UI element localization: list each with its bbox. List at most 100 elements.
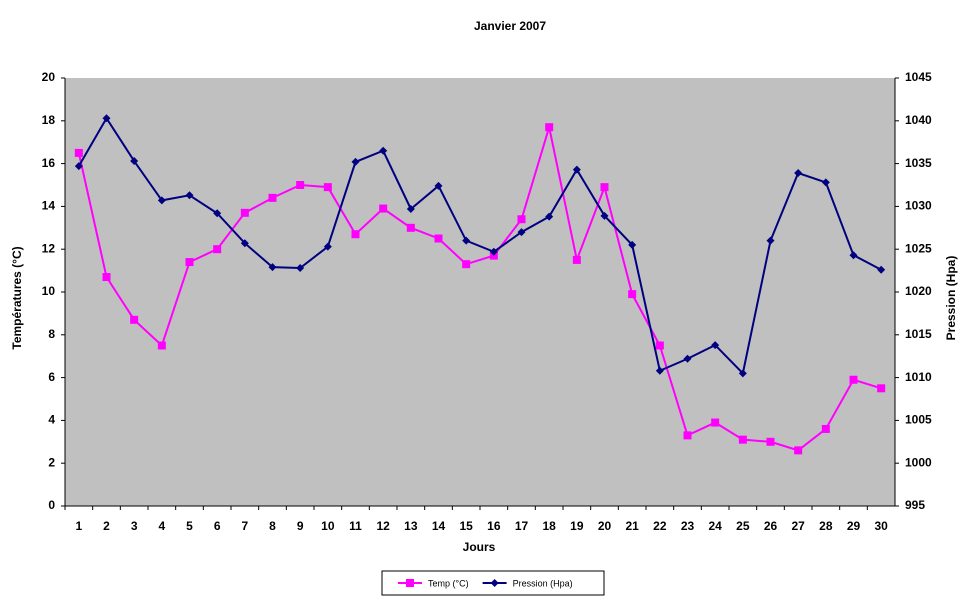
marker — [738, 435, 747, 444]
marker — [379, 146, 388, 155]
x-tick-label: 29 — [847, 519, 861, 533]
x-tick-label: 20 — [598, 519, 612, 533]
series-line — [77, 126, 882, 452]
y-tick-label: 0 — [48, 498, 55, 512]
marker — [157, 196, 166, 205]
marker — [406, 204, 415, 213]
x-tick-label: 19 — [570, 519, 584, 533]
marker — [351, 157, 360, 166]
y2-tick-label: 1030 — [905, 199, 932, 213]
marker — [296, 181, 305, 189]
marker — [628, 290, 637, 299]
x-tick-label: 12 — [376, 519, 390, 533]
y2-tick-label: 1000 — [905, 455, 932, 469]
marker — [600, 183, 609, 192]
marker — [545, 123, 554, 132]
y-tick-label: 14 — [42, 199, 56, 213]
marker — [213, 245, 222, 254]
marker — [545, 212, 554, 221]
marker — [517, 228, 526, 237]
x-tick-label: 5 — [186, 519, 193, 533]
marker — [572, 165, 581, 174]
x-tick-label: 30 — [874, 519, 888, 533]
y2-tick-label: 1040 — [905, 113, 932, 127]
y2-tick-label: 1035 — [905, 156, 932, 170]
marker — [462, 260, 471, 269]
marker — [600, 211, 609, 220]
marker — [766, 236, 775, 245]
marker — [74, 148, 83, 157]
x-tick-label: 17 — [515, 519, 529, 533]
marker — [74, 162, 83, 171]
x-tick-label: 25 — [736, 519, 750, 533]
y2-tick-label: 1005 — [905, 413, 932, 427]
marker — [130, 315, 139, 324]
x-tick-label: 6 — [214, 519, 221, 533]
legend-label: Temp (°C) — [428, 578, 469, 588]
x-tick-label: 23 — [681, 519, 695, 533]
y-tick-label: 20 — [42, 70, 56, 84]
marker — [490, 579, 499, 587]
x-tick-label: 22 — [653, 519, 667, 533]
marker — [794, 446, 803, 455]
plot-area — [65, 78, 895, 506]
x-tick-label: 15 — [459, 519, 473, 533]
marker — [877, 265, 886, 274]
marker — [323, 242, 332, 251]
marker — [821, 178, 830, 187]
marker — [102, 114, 111, 123]
x-tick-label: 14 — [432, 519, 446, 533]
y2-tick-label: 1020 — [905, 284, 932, 298]
marker — [185, 258, 194, 267]
y-tick-label: 12 — [42, 241, 56, 255]
y2-tick-label: 995 — [905, 498, 925, 512]
y-tick-label: 18 — [42, 113, 56, 127]
x-tick-label: 16 — [487, 519, 501, 533]
marker — [821, 424, 830, 433]
x-tick-label: 7 — [241, 519, 248, 533]
x-tick-label: 27 — [791, 519, 805, 533]
y-tick-label: 8 — [48, 327, 55, 341]
y-axis-label: Températures (°C) — [10, 246, 24, 349]
marker — [628, 240, 637, 249]
marker — [323, 183, 332, 192]
x-tick-label: 28 — [819, 519, 833, 533]
x-tick-label: 3 — [131, 519, 138, 533]
marker — [240, 239, 249, 248]
x-tick-label: 26 — [764, 519, 778, 533]
x-tick-label: 10 — [321, 519, 335, 533]
marker — [683, 354, 692, 363]
y2-tick-label: 1025 — [905, 241, 932, 255]
marker — [351, 230, 360, 239]
chart-title: Janvier 2007 — [474, 19, 546, 33]
y-tick-label: 6 — [48, 370, 55, 384]
x-tick-label: 4 — [158, 519, 165, 533]
marker — [766, 437, 775, 446]
marker — [268, 193, 277, 202]
x-tick-label: 21 — [625, 519, 639, 533]
marker — [489, 247, 498, 256]
x-tick-label: 11 — [349, 519, 362, 533]
x-tick-label: 13 — [404, 519, 418, 533]
marker — [572, 255, 581, 264]
marker — [268, 263, 277, 272]
marker — [213, 209, 222, 218]
marker — [462, 236, 471, 245]
marker — [185, 191, 194, 200]
x-axis-label: Jours — [463, 540, 496, 554]
y-tick-label: 2 — [48, 455, 55, 469]
marker — [379, 204, 388, 213]
y2-axis-label: Pression (Hpa) — [944, 256, 958, 341]
marker — [102, 273, 111, 282]
y2-tick-label: 1015 — [905, 327, 932, 341]
legend-label: Pression (Hpa) — [513, 578, 573, 588]
x-tick-label: 9 — [297, 519, 304, 533]
marker — [434, 234, 443, 243]
marker — [406, 223, 415, 232]
marker — [517, 215, 526, 224]
marker — [406, 579, 414, 587]
marker — [849, 251, 858, 260]
marker — [240, 208, 249, 217]
marker — [434, 181, 443, 190]
